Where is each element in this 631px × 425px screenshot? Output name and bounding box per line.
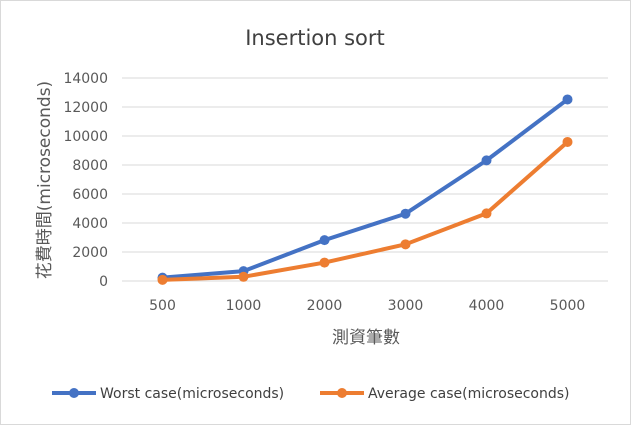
x-axis-title: 測資筆數 — [332, 328, 400, 348]
legend-item-2: Average case(microseconds) — [320, 386, 570, 402]
x-axis-ticks: 500 1000 2000 3000 4000 5000 — [149, 298, 585, 314]
data-point — [319, 235, 330, 246]
y-axis-title: 花費時間(microseconds) — [35, 81, 55, 279]
legend-label: Average case(microseconds) — [368, 386, 570, 402]
y-axis-ticks: 0 2000 4000 6000 8000 10000 12000 14000 — [63, 71, 108, 290]
legend-marker — [69, 388, 79, 398]
y-tick-label: 0 — [99, 274, 108, 290]
series-group — [157, 94, 573, 285]
gridlines — [122, 77, 608, 282]
data-point — [400, 208, 411, 219]
y-tick-label: 6000 — [72, 187, 108, 203]
series-2 — [157, 136, 573, 285]
x-tick-label: 3000 — [388, 298, 424, 314]
y-tick-label: 10000 — [63, 129, 108, 145]
x-tick-label: 1000 — [226, 298, 262, 314]
data-point — [238, 271, 249, 282]
legend: Worst case(microseconds) Average case(mic… — [52, 386, 570, 402]
data-point — [481, 155, 492, 166]
data-point — [157, 274, 168, 285]
chart-title: Insertion sort — [245, 26, 385, 50]
series-line — [160, 97, 570, 280]
series-line — [160, 139, 570, 282]
y-tick-label: 8000 — [72, 158, 108, 174]
x-tick-label: 5000 — [550, 298, 586, 314]
x-tick-label: 500 — [149, 298, 176, 314]
x-tick-label: 2000 — [307, 298, 343, 314]
data-point — [319, 257, 330, 268]
y-tick-label: 14000 — [63, 71, 108, 87]
data-point — [562, 136, 573, 147]
data-point — [481, 208, 492, 219]
legend-marker — [337, 388, 347, 398]
legend-item-1: Worst case(microseconds) — [52, 386, 284, 402]
y-tick-label: 2000 — [72, 245, 108, 261]
y-tick-label: 4000 — [72, 216, 108, 232]
data-point — [562, 94, 573, 105]
y-tick-label: 12000 — [63, 100, 108, 116]
data-point — [400, 239, 411, 250]
legend-label: Worst case(microseconds) — [100, 386, 284, 402]
x-tick-label: 4000 — [469, 298, 505, 314]
